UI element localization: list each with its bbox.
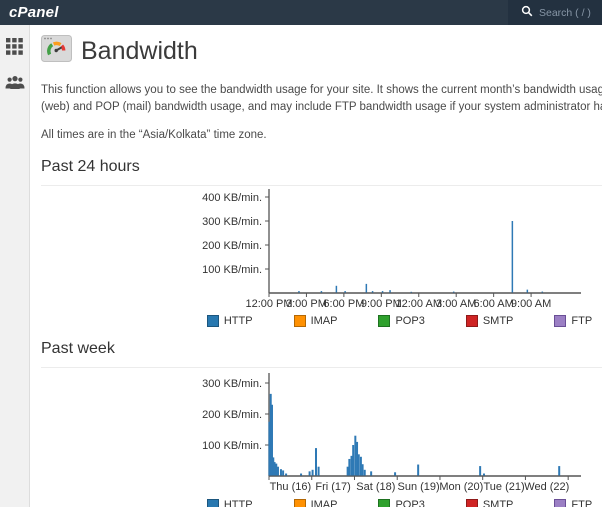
- description-line-2: (web) and POP (mail) bandwidth usage, an…: [41, 101, 602, 113]
- page-header: Bandwidth: [41, 35, 602, 67]
- chart-legend-past-24-hours: HTTP IMAP POP3 SMTP FTP: [197, 315, 602, 327]
- apps-grid-icon[interactable]: [6, 38, 23, 60]
- svg-text:300 KB/min.: 300 KB/min.: [202, 216, 262, 228]
- svg-text:Sat (18): Sat (18): [356, 481, 395, 493]
- legend-item-imap: IMAP: [293, 499, 338, 507]
- svg-text:300 KB/min.: 300 KB/min.: [202, 378, 262, 390]
- smtp-series-swatch: [465, 315, 478, 327]
- http-series-swatch: [206, 499, 219, 507]
- pop3-series-swatch: [378, 499, 391, 507]
- search-placeholder: Search ( / ): [539, 6, 591, 19]
- pop3-series-swatch: [378, 315, 391, 327]
- legend-label: POP3: [395, 315, 425, 327]
- legend-item-pop3: POP3: [378, 499, 425, 507]
- svg-text:3:00 PM: 3:00 PM: [286, 298, 327, 310]
- svg-text:Mon (20): Mon (20): [439, 481, 483, 493]
- svg-text:12:00 PM: 12:00 PM: [245, 298, 292, 310]
- legend-item-smtp: SMTP: [465, 499, 514, 507]
- description-line-1: This function allows you to see the band…: [41, 84, 602, 96]
- cpanel-logo[interactable]: cPanel: [9, 4, 59, 21]
- svg-text:200 KB/min.: 200 KB/min.: [202, 409, 262, 421]
- chart-legend-past-week: HTTP IMAP POP3 SMTP FTP: [197, 499, 602, 507]
- section-heading-past-24-hours: Past 24 hours: [41, 158, 602, 186]
- svg-text:Sun (19): Sun (19): [397, 481, 439, 493]
- legend-item-http: HTTP: [206, 315, 253, 327]
- svg-text:9:00 AM: 9:00 AM: [511, 298, 551, 310]
- search-icon: [521, 4, 533, 22]
- http-series-swatch: [206, 315, 219, 327]
- imap-series-swatch: [293, 315, 306, 327]
- ftp-series-swatch: [554, 315, 567, 327]
- main-content: Bandwidth This function allows you to se…: [31, 25, 602, 507]
- past-week-chart: 100 KB/min. 200 KB/min. 300 KB/min. Thu (16…: [202, 373, 581, 493]
- svg-text:3:00 AM: 3:00 AM: [436, 298, 476, 310]
- legend-item-http: HTTP: [206, 499, 253, 507]
- legend-label: FTP: [571, 499, 593, 507]
- svg-text:Thu (16): Thu (16): [270, 481, 312, 493]
- section-heading-past-week: Past week: [41, 340, 602, 368]
- top-navbar: cPanel Search ( / ): [0, 0, 602, 25]
- imap-series-swatch: [293, 499, 306, 507]
- page-title: Bandwidth: [81, 36, 198, 65]
- svg-text:400 KB/min.: 400 KB/min.: [202, 192, 262, 204]
- svg-text:Tue (21): Tue (21): [483, 481, 524, 493]
- legend-label: IMAP: [310, 315, 338, 327]
- svg-text:200 KB/min.: 200 KB/min.: [202, 240, 262, 252]
- smtp-series-swatch: [465, 499, 478, 507]
- svg-text:9:00 PM: 9:00 PM: [361, 298, 402, 310]
- svg-text:100 KB/min.: 100 KB/min.: [202, 440, 262, 452]
- svg-text:12:00 AM: 12:00 AM: [396, 298, 442, 310]
- bandwidth-gauge-icon: [41, 35, 72, 67]
- timezone-note: All times are in the “Asia/Kolkata” time…: [41, 129, 267, 141]
- legend-label: SMTP: [482, 499, 514, 507]
- legend-label: POP3: [395, 499, 425, 507]
- legend-item-imap: IMAP: [293, 315, 338, 327]
- legend-label: HTTP: [223, 499, 253, 507]
- legend-item-ftp: FTP: [554, 315, 592, 327]
- legend-label: IMAP: [310, 499, 338, 507]
- svg-text:6:00 AM: 6:00 AM: [473, 298, 513, 310]
- search-box[interactable]: Search ( / ): [508, 0, 602, 25]
- ftp-series-swatch: [554, 499, 567, 507]
- svg-text:6:00 PM: 6:00 PM: [323, 298, 364, 310]
- legend-item-ftp: FTP: [554, 499, 592, 507]
- svg-text:Wed (22): Wed (22): [524, 481, 569, 493]
- user-manager-icon[interactable]: [5, 75, 25, 95]
- legend-item-pop3: POP3: [378, 315, 425, 327]
- svg-text:Fri (17): Fri (17): [315, 481, 350, 493]
- legend-item-smtp: SMTP: [465, 315, 514, 327]
- legend-label: FTP: [571, 315, 593, 327]
- svg-text:100 KB/min.: 100 KB/min.: [202, 264, 262, 276]
- legend-label: SMTP: [482, 315, 514, 327]
- description-paragraph: This function allows you to see the band…: [41, 82, 602, 116]
- legend-label: HTTP: [223, 315, 253, 327]
- left-sidebar: [0, 25, 30, 507]
- past-24-hours-chart: 100 KB/min. 200 KB/min. 300 KB/min. 400 KB/…: [202, 189, 581, 310]
